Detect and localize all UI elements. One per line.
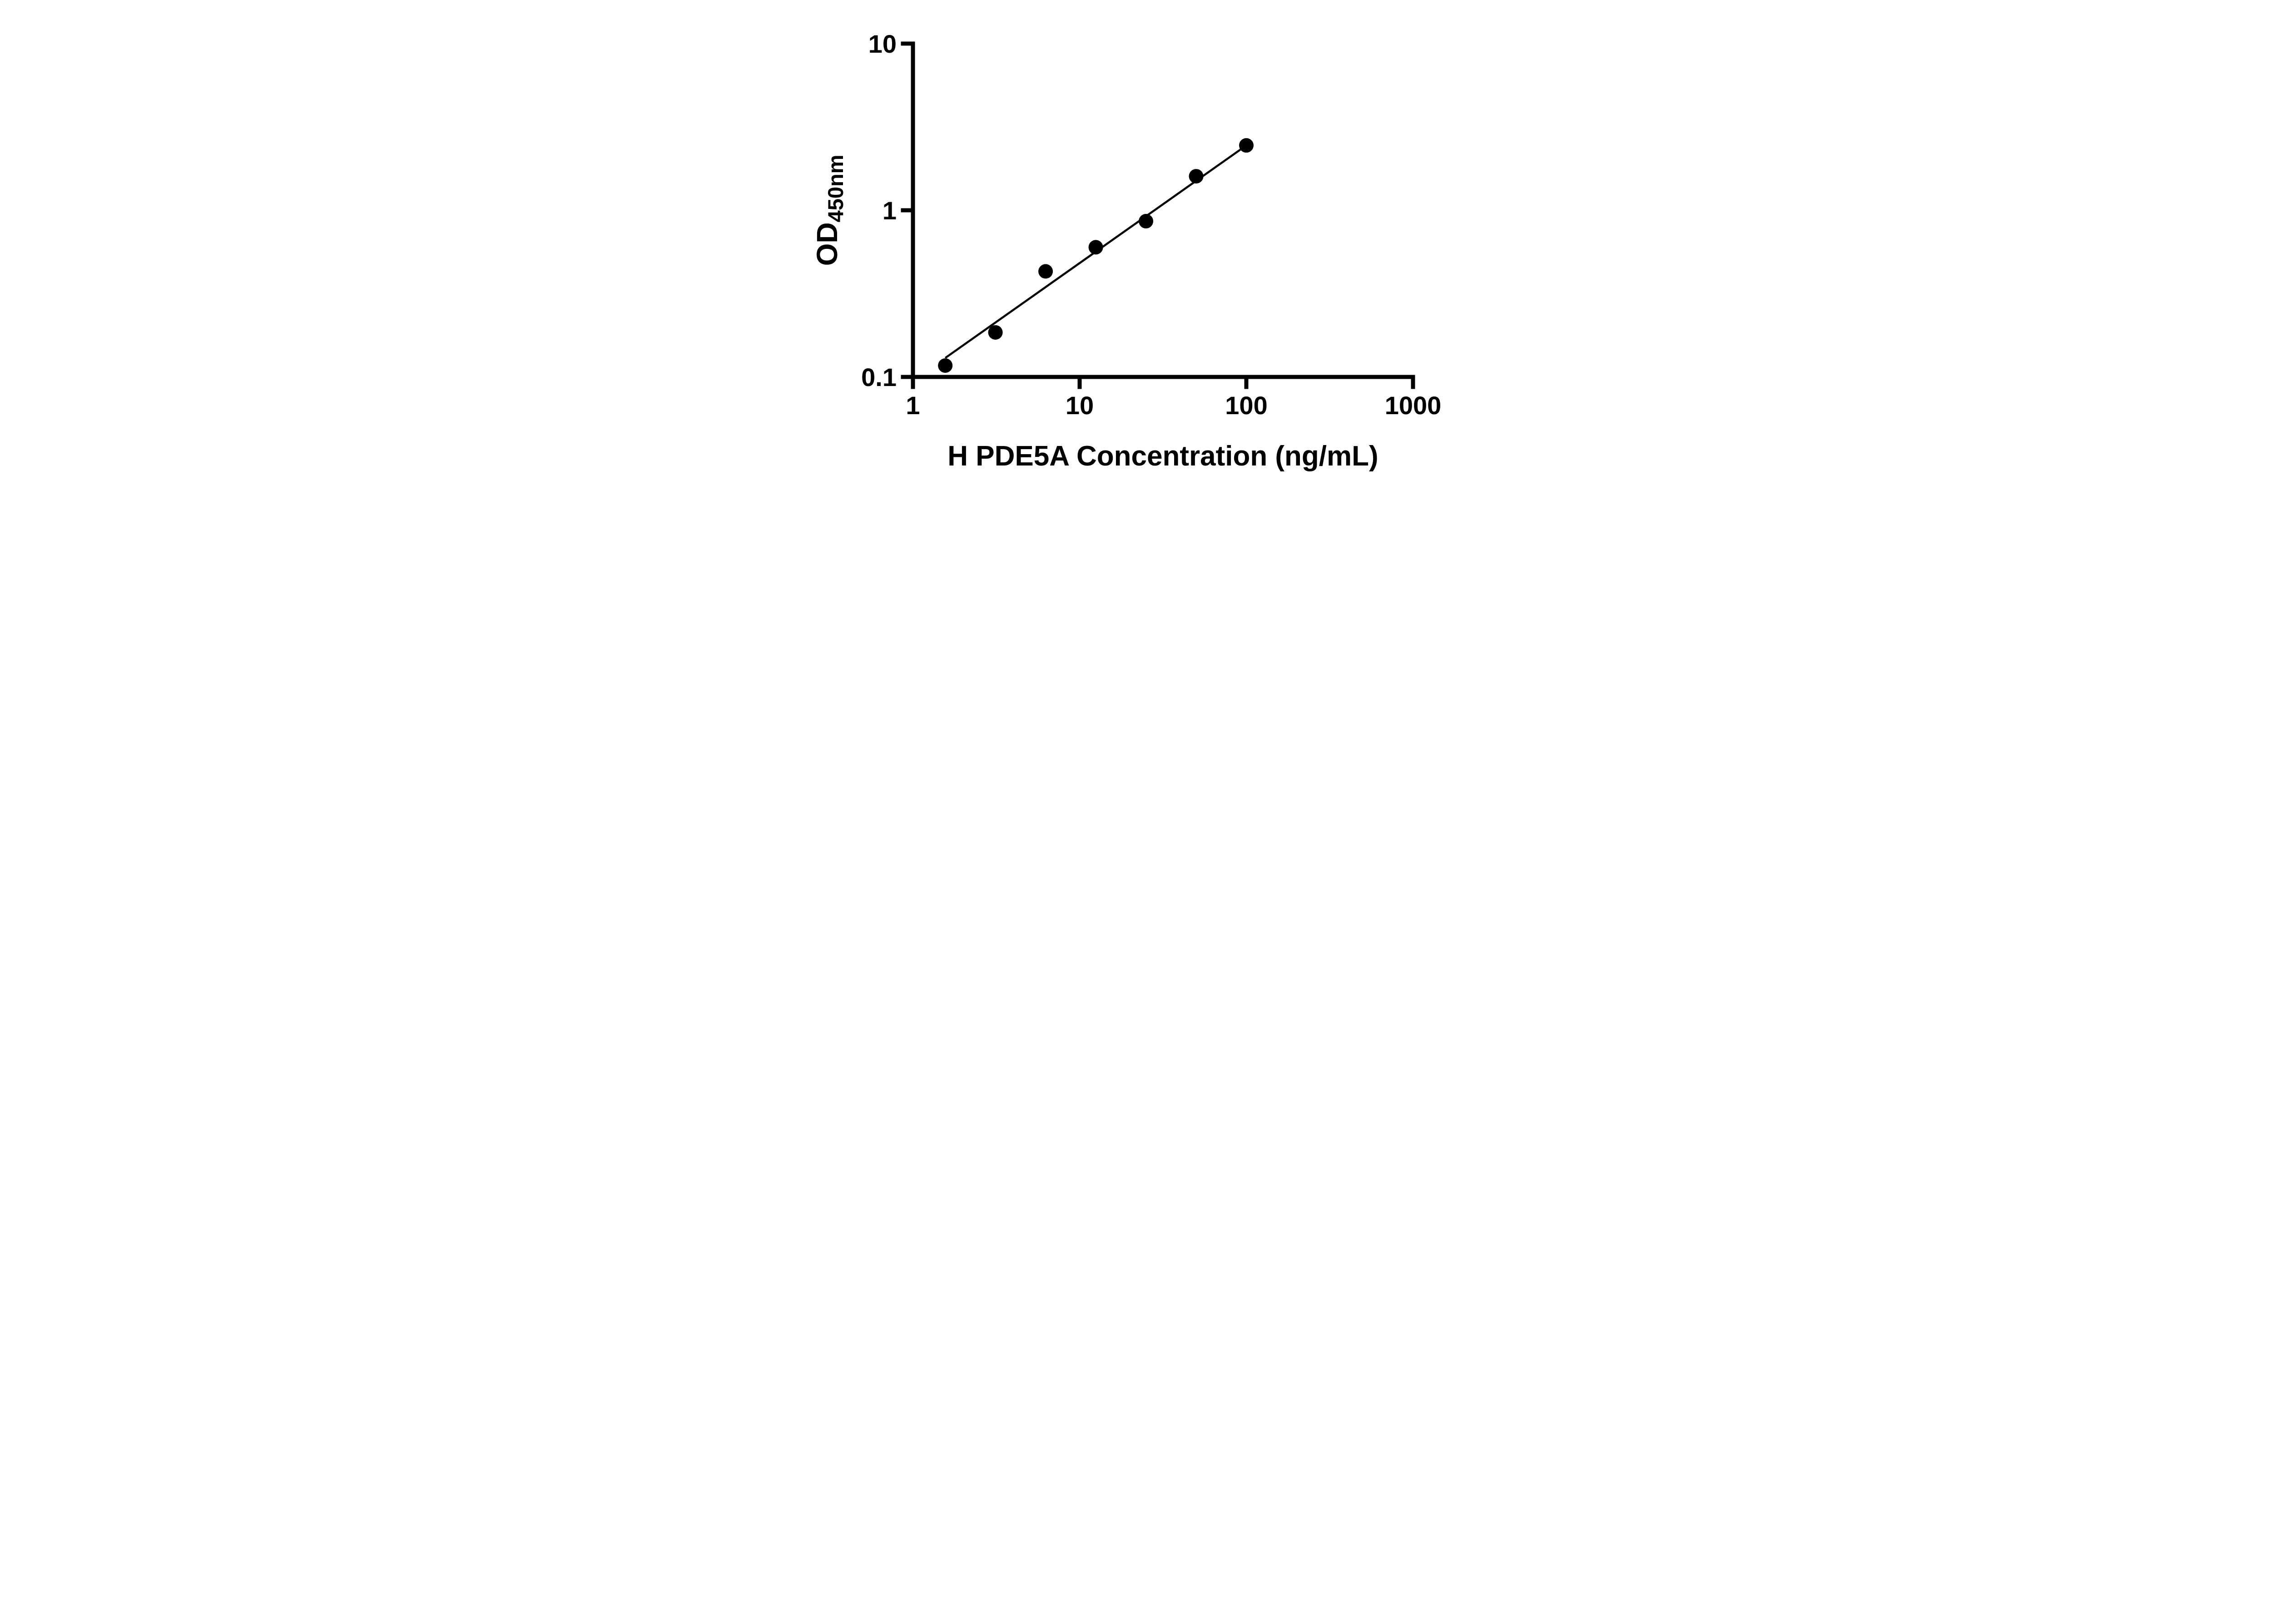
page: 1 10 100 1000 0.1 1 10 H PDE5A Concentration (n…: [790, 0, 1481, 487]
standard-curve-chart: 1 10 100 1000 0.1 1 10 H PDE5A Concentration (n…: [811, 30, 1441, 472]
x-axis-title: H PDE5A Concentration (ng/mL): [947, 441, 1378, 472]
y-tick-label: 0.1: [861, 363, 897, 391]
tick-labels: 1 10 100 1000 0.1 1 10: [861, 30, 1441, 420]
standard-curve-figure: 1 10 100 1000 0.1 1 10 H PDE5A Concentration (n…: [790, 0, 1481, 487]
axes: [901, 41, 1415, 389]
data-point: [988, 325, 1003, 340]
x-tick-label: 10: [1066, 391, 1094, 420]
data-point: [1038, 264, 1053, 279]
data-point: [938, 358, 953, 373]
x-tick-label: 100: [1225, 391, 1267, 420]
data-points: [938, 138, 1254, 373]
y-tick-label: 10: [868, 30, 897, 58]
data-point: [1239, 138, 1254, 153]
x-tick-label: 1000: [1385, 391, 1442, 420]
x-tick-label: 1: [906, 391, 920, 420]
data-point: [1139, 214, 1154, 229]
data-point: [1088, 240, 1103, 255]
y-axis-title: OD450nm: [811, 155, 848, 266]
y-tick-label: 1: [883, 196, 897, 225]
data-point: [1189, 169, 1204, 184]
